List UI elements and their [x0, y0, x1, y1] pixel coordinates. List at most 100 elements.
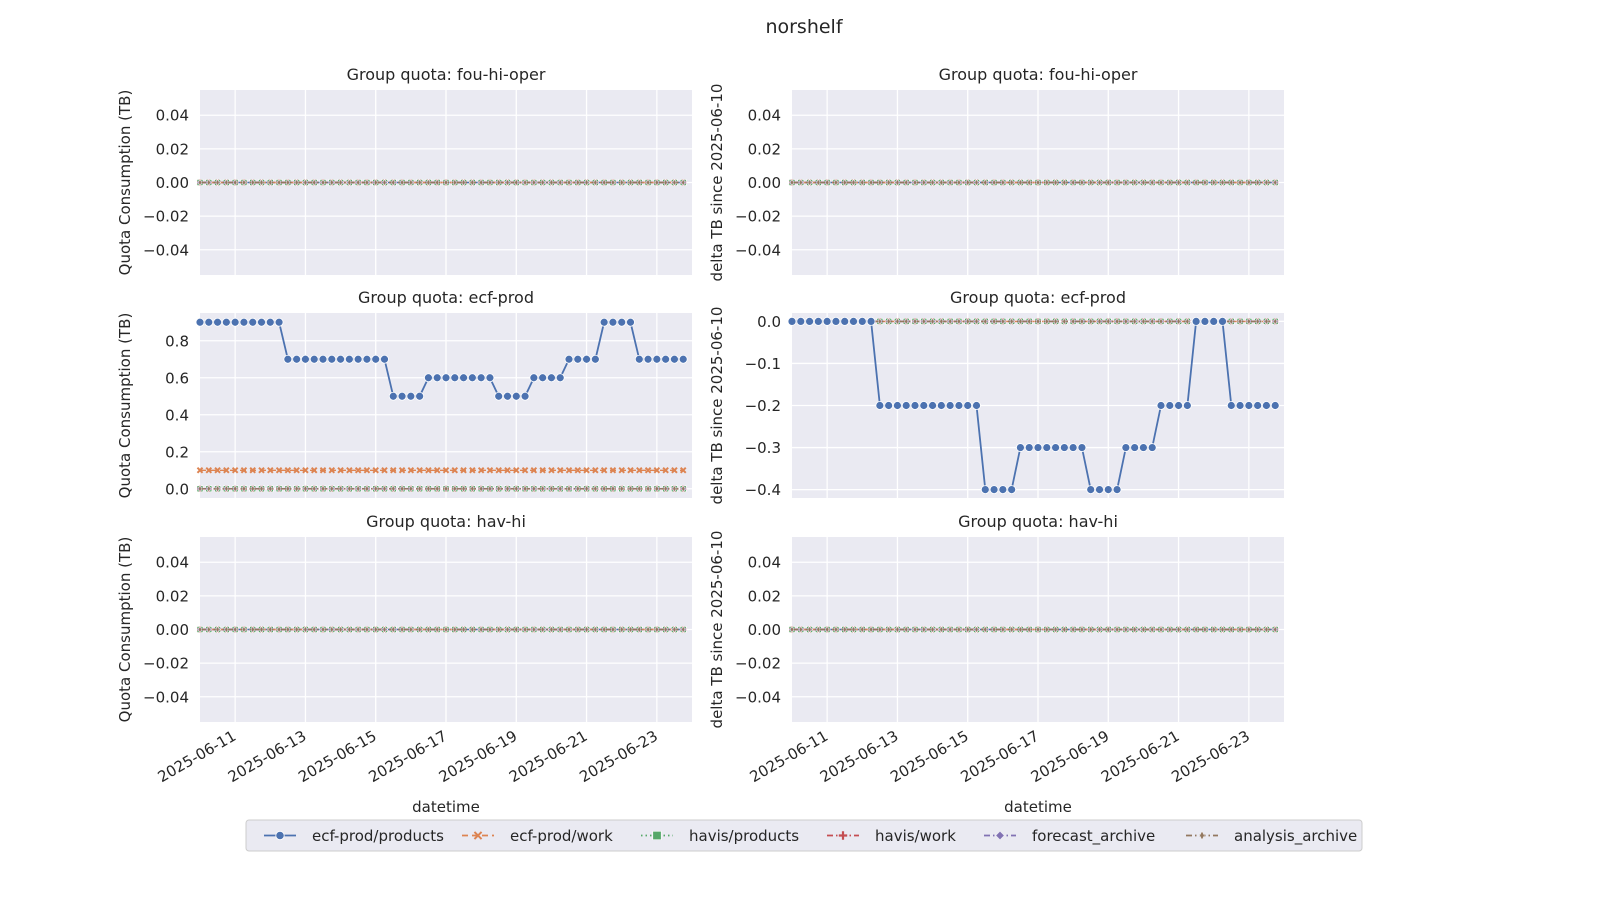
data-point	[1264, 179, 1269, 186]
data-point	[921, 626, 926, 633]
data-point	[258, 466, 265, 474]
x-tick-label: 2025-06-11	[747, 727, 832, 786]
data-point	[663, 485, 668, 493]
data-point	[628, 179, 633, 186]
x-tick-label: 2025-06-17	[365, 727, 450, 786]
data-point	[294, 179, 299, 186]
data-point	[1141, 317, 1146, 325]
data-point	[989, 485, 999, 494]
data-point	[584, 626, 589, 633]
legend-item: ecf-prod/products	[264, 827, 444, 845]
data-point	[583, 466, 590, 474]
data-point	[895, 626, 900, 633]
legend: ecf-prod/products ecf-prod/work havis/prod…	[245, 819, 1363, 852]
data-point	[1176, 317, 1181, 325]
y-tick-label: −0.02	[735, 655, 781, 673]
data-point	[321, 179, 325, 186]
data-point	[242, 179, 246, 186]
data-point	[459, 373, 468, 383]
data-point	[214, 466, 221, 474]
data-point	[337, 466, 344, 474]
data-point	[904, 626, 909, 633]
data-point	[646, 179, 650, 186]
data-point	[886, 179, 891, 186]
data-point	[593, 179, 598, 186]
data-point	[196, 466, 204, 474]
data-point	[426, 179, 431, 186]
data-point	[416, 466, 423, 474]
data-point	[407, 466, 415, 474]
data-point	[565, 466, 573, 474]
data-point	[1165, 401, 1175, 410]
data-point	[1097, 317, 1102, 325]
data-point	[671, 466, 678, 474]
data-point	[939, 626, 944, 633]
data-point	[555, 373, 565, 383]
data-point	[643, 354, 653, 364]
data-point	[965, 317, 970, 325]
y-tick-label: 0.02	[156, 140, 189, 158]
data-point	[930, 317, 935, 325]
data-point	[309, 354, 319, 364]
data-point	[353, 354, 363, 364]
series-analysis-archive	[790, 626, 1278, 633]
data-point	[215, 485, 220, 493]
data-point	[400, 485, 404, 493]
data-point	[1176, 179, 1181, 186]
data-point	[530, 466, 538, 474]
data-point	[312, 485, 317, 493]
data-point	[1053, 179, 1058, 186]
data-point	[593, 485, 598, 493]
data-point	[452, 179, 457, 186]
data-point	[1229, 179, 1234, 186]
data-point	[869, 626, 873, 633]
data-point	[435, 179, 440, 186]
data-point	[417, 626, 422, 633]
panel-title: Group quota: hav-hi	[958, 512, 1118, 531]
data-point	[381, 466, 388, 474]
data-point	[1255, 317, 1260, 325]
data-point	[1220, 179, 1225, 186]
data-point	[582, 354, 591, 364]
data-point	[965, 179, 970, 186]
data-point	[523, 626, 527, 633]
data-point	[479, 179, 484, 186]
panels: 0.04 0.02 0.00 −0.02 −0.04 Group quota: fou-h…	[116, 65, 1284, 816]
series-ecf-prod-work	[196, 466, 687, 474]
data-point	[1059, 443, 1069, 452]
data-point	[328, 466, 336, 474]
data-point	[825, 179, 830, 186]
data-point	[834, 626, 838, 633]
data-point	[248, 317, 258, 327]
data-point	[851, 179, 856, 186]
data-point	[681, 485, 686, 493]
data-point	[1106, 626, 1111, 633]
data-point	[233, 179, 238, 186]
data-point	[678, 354, 688, 364]
data-point	[567, 485, 571, 493]
legend-label: havis/work	[875, 827, 956, 845]
data-point	[426, 485, 431, 493]
x-tick-label: 2025-06-21	[506, 727, 591, 786]
data-point	[452, 626, 457, 633]
data-point	[593, 626, 598, 633]
data-point	[505, 179, 510, 186]
panel-title: Group quota: fou-hi-oper	[347, 65, 546, 84]
y-tick-label: 0.2	[165, 443, 189, 461]
data-point	[479, 485, 484, 493]
data-point	[531, 626, 536, 633]
data-point	[1185, 179, 1190, 186]
data-point	[1062, 626, 1067, 633]
y-tick-label: −0.1	[745, 355, 781, 373]
data-point	[1000, 626, 1005, 633]
y-tick-label: −0.4	[745, 481, 781, 499]
data-point	[496, 626, 501, 633]
panel-title: Group quota: fou-hi-oper	[939, 65, 1138, 84]
data-point	[574, 466, 582, 474]
data-point	[451, 466, 459, 474]
data-point	[681, 626, 686, 633]
data-point	[1211, 626, 1216, 633]
data-point	[637, 485, 642, 493]
data-point	[486, 466, 494, 474]
data-point	[380, 354, 389, 364]
